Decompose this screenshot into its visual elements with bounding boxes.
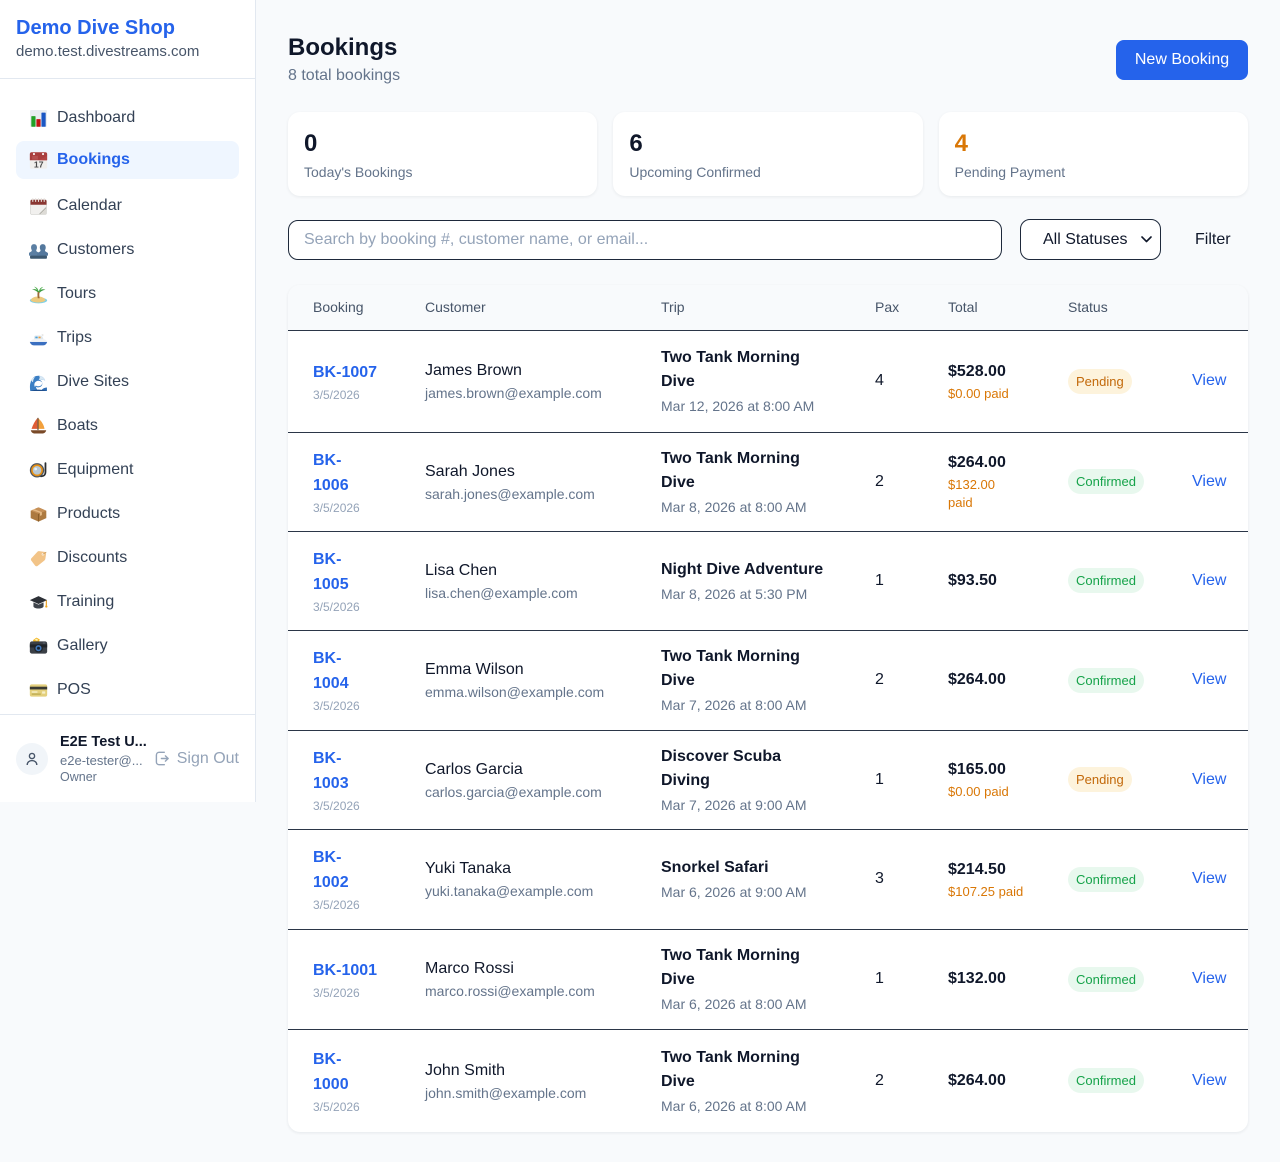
svg-text:17: 17	[34, 159, 44, 169]
